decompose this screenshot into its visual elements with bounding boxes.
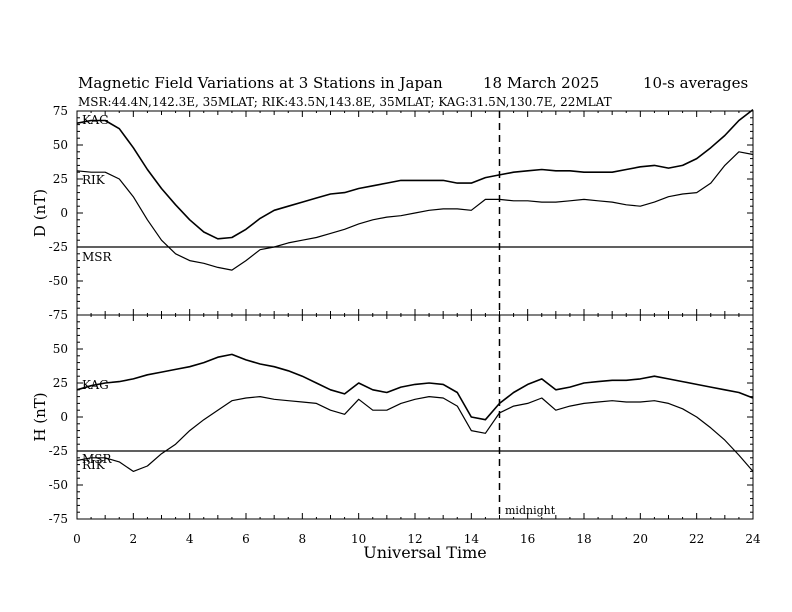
d-ytick-label: 75	[53, 104, 68, 118]
xtick-label: 22	[689, 532, 704, 546]
xtick-label: 6	[242, 532, 250, 546]
d-series-rik	[76, 151, 754, 271]
xtick-label: 8	[299, 532, 307, 546]
h-component-panel: 50 25 0 -25 -50 -75	[49, 315, 754, 526]
d-rik-label: RIK	[82, 173, 106, 187]
stations-info: MSR:44.4N,142.3E, 35MLAT; RIK:43.5N,143.…	[78, 95, 612, 109]
h-ytick-label: 50	[53, 342, 68, 356]
chart-date: 18 March 2025	[483, 74, 599, 92]
h-ytick-label: 0	[60, 410, 68, 424]
xtick-label: 18	[576, 532, 591, 546]
h-series-rik	[76, 396, 754, 472]
xtick-label: 4	[186, 532, 194, 546]
x-axis: 0 2 4 6 8 10 12 14 16 18 20 22 24	[73, 532, 761, 546]
d-ytick-label: 0	[60, 206, 68, 220]
d-ytick-label: 25	[53, 172, 68, 186]
d-ytick-label: -75	[49, 308, 68, 322]
xtick-label: 20	[633, 532, 648, 546]
xtick-label: 14	[464, 532, 480, 546]
xtick-label: 24	[745, 532, 761, 546]
h-ytick-label: 25	[53, 376, 68, 390]
d-kag-label: KAG	[82, 113, 109, 127]
xtick-label: 12	[407, 532, 422, 546]
xtick-label: 10	[351, 532, 366, 546]
chart-title: Magnetic Field Variations at 3 Stations …	[78, 74, 443, 92]
d-series-kag	[76, 108, 754, 240]
h-msr-label: MSR	[82, 452, 113, 466]
xtick-label: 2	[130, 532, 138, 546]
h-kag-label: KAG	[82, 378, 109, 392]
chart-averaging: 10-s averages	[643, 74, 748, 92]
d-axis-label: D (nT)	[31, 189, 49, 237]
h-ytick-label: -25	[49, 444, 68, 458]
d-ytick-label: -25	[49, 240, 68, 254]
x-axis-label: Universal Time	[363, 543, 486, 562]
xtick-label: 0	[73, 532, 81, 546]
h-rik-label: RIK	[82, 458, 106, 472]
h-ytick-label: -50	[49, 478, 68, 492]
d-ytick-label: 50	[53, 138, 68, 152]
d-msr-label: MSR	[82, 250, 113, 264]
d-component-panel: 75 50 25 0 -25 -50 -75	[49, 104, 754, 322]
midnight-label: midnight	[505, 504, 556, 517]
h-series-kag	[76, 353, 754, 421]
h-ytick-label: -75	[49, 512, 68, 526]
h-axis-label: H (nT)	[31, 392, 49, 441]
d-ytick-label: -50	[49, 274, 68, 288]
h-panel-frame	[76, 314, 754, 520]
xtick-label: 16	[520, 532, 535, 546]
